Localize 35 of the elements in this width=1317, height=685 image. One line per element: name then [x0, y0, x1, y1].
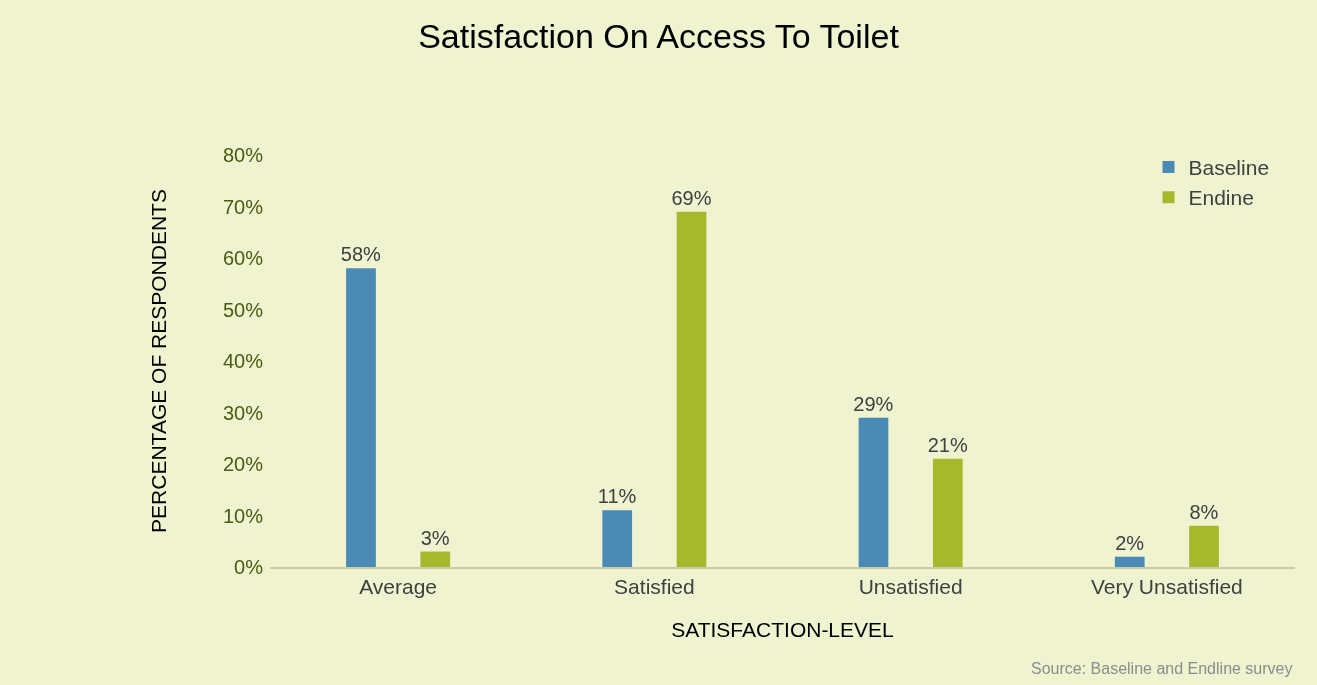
y-tick-label: 80% [222, 144, 264, 166]
bar [932, 458, 963, 567]
y-axis-title: PERCENTAGE OF RESPONDENTS [147, 189, 171, 533]
x-tick-label: Average [359, 575, 438, 599]
data-label: 2% [1115, 531, 1145, 554]
bar [858, 417, 889, 567]
y-tick-label: 70% [222, 195, 264, 218]
data-label: 3% [420, 526, 450, 549]
bar [676, 211, 707, 567]
x-tick-label: Unsatisfied [858, 575, 963, 599]
source-note: Source: Baseline and Endline survey [1031, 660, 1293, 677]
legend-label: Endine [1188, 186, 1254, 210]
data-label: 58% [340, 243, 382, 266]
bar [1114, 556, 1145, 567]
y-tick-label: 0% [234, 556, 264, 578]
x-axis-title: SATISFACTION-LEVEL [671, 617, 894, 641]
chart-title: Satisfaction On Access To Toilet [418, 16, 900, 55]
y-tick-label: 10% [222, 504, 264, 527]
y-tick-label: 30% [222, 401, 264, 424]
bar [346, 268, 376, 567]
x-tick-label: Satisfied [614, 575, 695, 599]
legend-label: Baseline [1188, 156, 1270, 180]
y-tick-label: 40% [222, 350, 264, 372]
data-label: 21% [927, 433, 968, 456]
data-label: 69% [671, 186, 712, 209]
y-tick-label: 20% [222, 453, 264, 475]
data-label: 11% [597, 485, 637, 508]
y-tick-label: 60% [222, 247, 264, 269]
data-label: 29% [853, 392, 894, 415]
y-tick-label: 50% [222, 298, 264, 321]
bar [1189, 525, 1219, 567]
data-label: 8% [1189, 500, 1219, 523]
bar [420, 551, 451, 567]
bar [602, 510, 633, 567]
x-tick-label: Very Unsatisfied [1091, 575, 1243, 599]
